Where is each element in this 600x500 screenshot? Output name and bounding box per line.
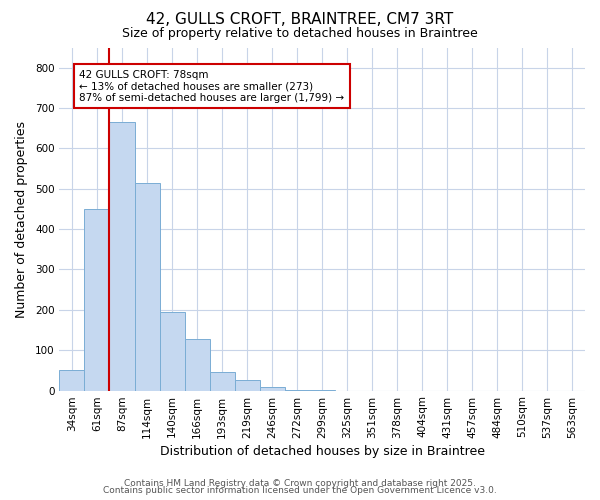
Text: Contains public sector information licensed under the Open Government Licence v3: Contains public sector information licen… (103, 486, 497, 495)
Text: Contains HM Land Registry data © Crown copyright and database right 2025.: Contains HM Land Registry data © Crown c… (124, 478, 476, 488)
Bar (59, 370, 85, 390)
Bar (185, 339, 209, 390)
X-axis label: Distribution of detached houses by size in Braintree: Distribution of detached houses by size … (160, 444, 485, 458)
Bar (260, 388, 284, 390)
Bar (109, 122, 134, 390)
Bar (134, 182, 160, 390)
Bar (235, 380, 260, 390)
Text: Size of property relative to detached houses in Braintree: Size of property relative to detached ho… (122, 28, 478, 40)
Bar (160, 312, 185, 390)
Text: 42 GULLS CROFT: 78sqm
← 13% of detached houses are smaller (273)
87% of semi-det: 42 GULLS CROFT: 78sqm ← 13% of detached … (79, 70, 344, 103)
Bar (209, 372, 235, 390)
Text: 42, GULLS CROFT, BRAINTREE, CM7 3RT: 42, GULLS CROFT, BRAINTREE, CM7 3RT (146, 12, 454, 28)
Y-axis label: Number of detached properties: Number of detached properties (15, 120, 28, 318)
Bar (85, 209, 109, 390)
